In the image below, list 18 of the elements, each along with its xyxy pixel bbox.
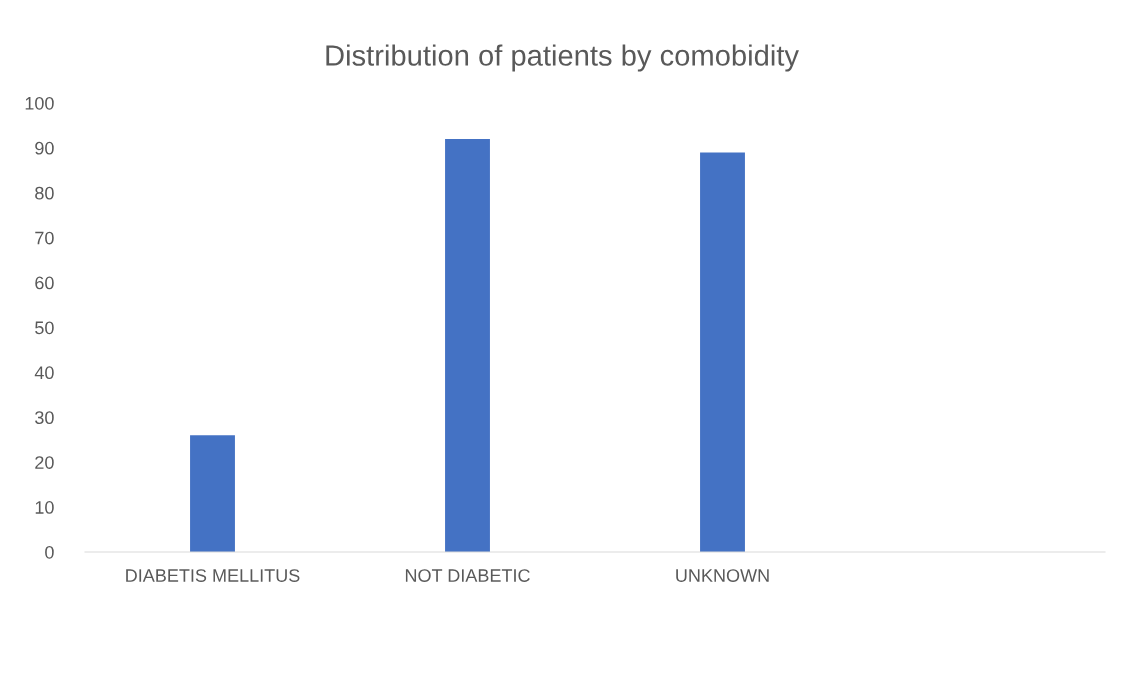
x-tick-label: NOT DIABETIC (405, 569, 530, 582)
x-tick-label: UNKNOWN (676, 569, 769, 582)
y-tick-label: 100 (25, 96, 54, 110)
x-tick-label: DIABETIS MELLITUS (126, 569, 300, 582)
y-tick-label: 0 (45, 545, 54, 559)
y-tick-label: 10 (35, 501, 54, 514)
y-tick-label: 40 (34, 366, 54, 380)
y-tick-label: 20 (35, 456, 54, 469)
y-tick-label: 80 (35, 186, 54, 200)
y-tick-label: 90 (35, 141, 54, 155)
bar (700, 152, 745, 552)
chart-title: Distribution of patients by comobidity (326, 44, 799, 72)
y-tick-label: 60 (35, 276, 54, 290)
y-tick-label: 50 (35, 321, 54, 335)
bar (445, 138, 490, 552)
y-tick-label: 70 (35, 231, 54, 245)
y-tick-label: 30 (35, 411, 54, 425)
bar (190, 435, 235, 552)
